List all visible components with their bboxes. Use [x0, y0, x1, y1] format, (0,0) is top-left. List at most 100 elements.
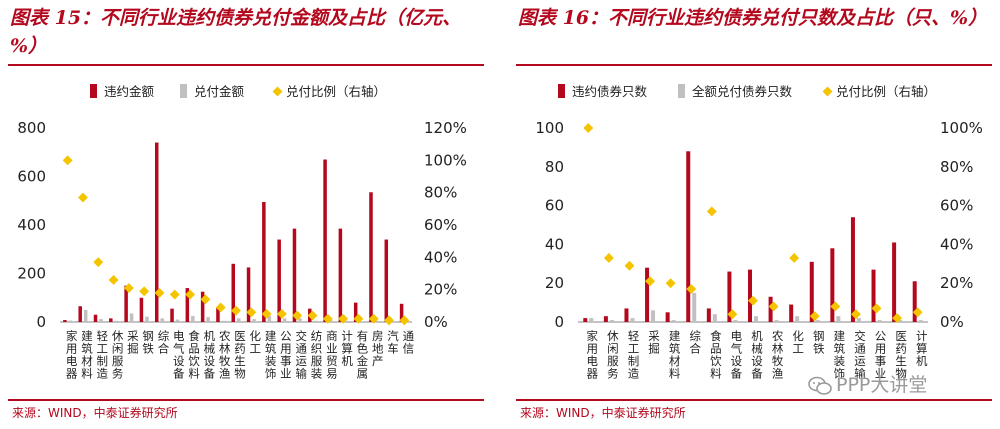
ratio-marker [748, 295, 758, 306]
x-category-label: 化工 [792, 329, 804, 356]
bar-primary [109, 318, 113, 322]
x-category-label: 电气设备 [173, 329, 185, 381]
x-category-label: 交通运输 [854, 329, 866, 381]
watermark-text: PPP大讲堂 [836, 374, 928, 396]
bar-secondary [145, 316, 149, 322]
y-tick-label-left: 20 [545, 274, 564, 292]
x-category-label: 家用电器 [66, 329, 78, 381]
bar-secondary [282, 318, 287, 322]
x-category-label: 休闲服务 [607, 329, 619, 381]
x-category-label: 计算机 [916, 329, 928, 368]
ratio-marker [789, 253, 800, 263]
ratio-marker [276, 308, 287, 319]
legend-label: 兑付金额 [194, 84, 245, 99]
ratio-marker [123, 283, 134, 293]
legend-label: 全额兑付债券只数 [692, 84, 793, 99]
chart-panel-right: 图表 16：不同行业违约债券兑付只数及占比（只、%） 违约债券只数 全额兑付债券只… [508, 0, 1000, 429]
bar-secondary [252, 319, 256, 322]
ratio-marker [93, 257, 104, 268]
bar-primary [603, 316, 608, 322]
y-tick-label-right: 40% [940, 235, 973, 253]
bar-secondary [754, 316, 758, 322]
bar-secondary [313, 320, 318, 322]
bar-secondary [609, 320, 614, 322]
ratio-marker [809, 311, 820, 322]
bar-primary [748, 269, 752, 322]
legend-swatch [180, 84, 187, 98]
x-category-label: 农林牧渔 [772, 329, 784, 381]
y-tick-label-right: 20% [424, 281, 457, 299]
y-tick-label-left: 100 [535, 119, 564, 137]
bar-secondary [692, 292, 697, 322]
ratio-marker [871, 303, 882, 314]
bar-primary [912, 281, 917, 322]
bar-primary [78, 306, 82, 322]
bar-secondary [815, 320, 820, 322]
bar-secondary [630, 318, 635, 322]
y-tick-label-right: 40% [424, 248, 457, 266]
ratio-marker [686, 284, 697, 294]
figure-title: 图表 16：不同行业违约债券兑付只数及占比（只、%） [518, 7, 988, 29]
ratio-marker [185, 289, 196, 300]
bar-primary [338, 228, 343, 322]
y-tick-label-right: 100% [940, 119, 983, 137]
bar-secondary [221, 320, 226, 322]
x-category-label: 机械设备 [204, 329, 216, 381]
x-category-label: 通信 [403, 329, 415, 356]
y-tick-label-right: 20% [940, 274, 973, 292]
x-category-label: 建筑材料 [81, 329, 93, 381]
x-category-label: 综合 [689, 329, 701, 356]
bar-primary [277, 239, 281, 322]
bar-primary [399, 303, 404, 322]
x-category-label: 农林牧渔 [219, 329, 231, 381]
bar-primary [850, 217, 855, 322]
bar-primary [789, 304, 794, 322]
ratio-marker [624, 260, 635, 271]
x-category-label: 公用事业 [280, 329, 292, 381]
bar-secondary [206, 317, 210, 322]
bar-primary [706, 308, 711, 322]
bar-secondary [129, 313, 134, 322]
y-tick-label-right: 60% [940, 197, 973, 215]
bar-primary [323, 159, 327, 322]
bar-secondary [877, 320, 882, 322]
x-category-label: 建筑装饰 [265, 329, 277, 381]
ratio-marker [78, 192, 88, 203]
ratio-marker [200, 294, 211, 305]
bar-secondary [191, 315, 195, 322]
x-category-label: 电气设备 [731, 329, 743, 381]
bar-secondary [175, 319, 180, 322]
y-tick-label-left: 600 [17, 168, 46, 186]
bar-primary [63, 320, 67, 322]
x-category-label: 汽车 [387, 329, 399, 356]
x-category-label: 采掘 [127, 329, 139, 356]
bar-primary [139, 297, 144, 322]
ratio-marker [215, 302, 226, 313]
source-note: 来源：WIND，中泰证券研究所 [520, 406, 686, 420]
ratio-marker [169, 289, 180, 300]
bar-secondary [733, 320, 738, 322]
wechat-icon [808, 376, 832, 395]
bar-secondary [160, 318, 164, 322]
x-category-label: 家用电器 [587, 329, 599, 381]
bar-primary [892, 242, 897, 322]
bar-secondary [918, 320, 923, 322]
legend-swatch [822, 86, 833, 97]
x-category-label: 医药生物 [895, 329, 907, 381]
bar-primary [185, 288, 190, 322]
bar-primary [170, 308, 174, 322]
bar-primary [583, 318, 588, 322]
x-category-label: 机械设备 [751, 329, 763, 381]
bar-primary [124, 285, 128, 322]
legend-swatch [272, 86, 283, 97]
bar-secondary [836, 316, 841, 322]
x-category-label: 钢铁 [813, 329, 825, 356]
y-tick-label-right: 80% [424, 184, 457, 202]
x-category-label: 交通运输 [295, 329, 307, 381]
bar-primary [216, 307, 220, 322]
ratio-marker [768, 301, 779, 312]
bar-primary [231, 263, 235, 322]
bar-primary [727, 271, 732, 322]
y-tick-label-left: 200 [17, 265, 46, 283]
bar-primary [154, 142, 159, 322]
